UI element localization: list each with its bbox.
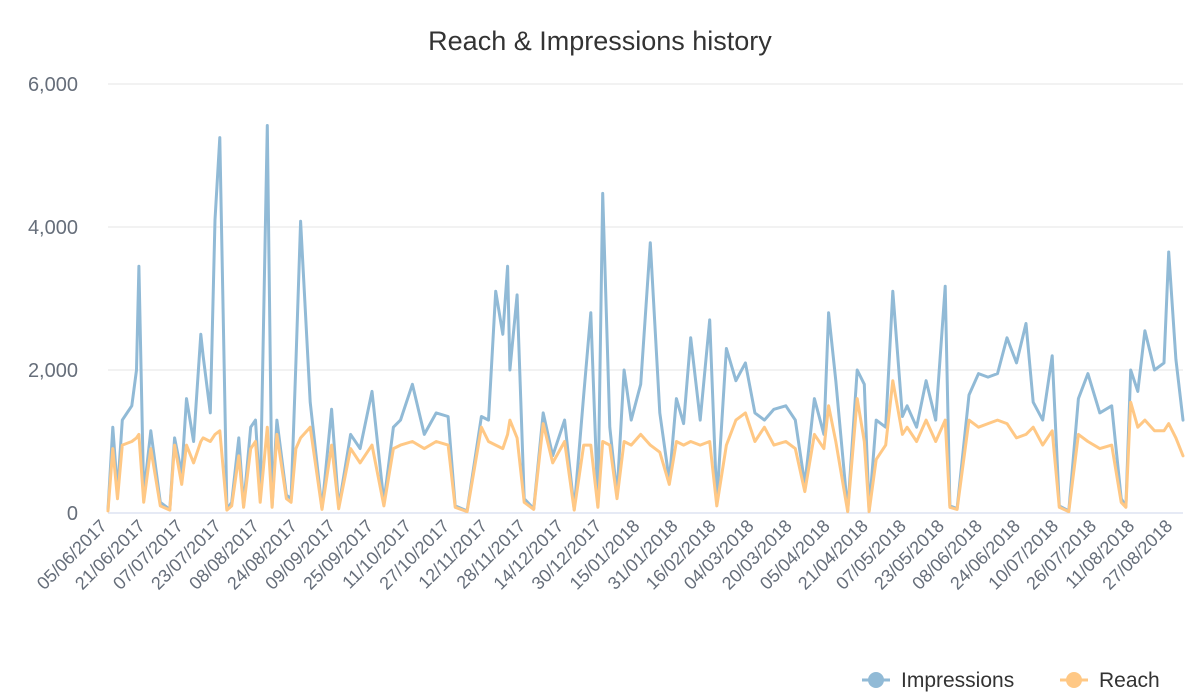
x-axis-ticks: 05/06/201721/06/201707/07/201723/07/2017… xyxy=(33,516,1176,594)
gridlines xyxy=(108,83,1183,514)
y-tick-label: 2,000 xyxy=(28,360,78,382)
series-lines xyxy=(106,124,1185,514)
chart-title: Reach & Impressions history xyxy=(428,26,772,56)
legend-item-reach[interactable]: Reach xyxy=(1060,669,1160,692)
legend-label: Impressions xyxy=(901,669,1014,692)
legend[interactable]: Impressions Reach xyxy=(862,669,1160,692)
legend-marker xyxy=(1066,672,1082,688)
y-axis-ticks: 0 2,000 4,000 6,000 xyxy=(28,74,78,525)
y-tick-label: 6,000 xyxy=(28,74,78,96)
legend-marker xyxy=(868,672,884,688)
reach-series-line xyxy=(106,379,1185,514)
y-tick-label: 4,000 xyxy=(28,217,78,239)
y-tick-label: 0 xyxy=(67,503,78,525)
legend-item-impressions[interactable]: Impressions xyxy=(862,669,1014,692)
legend-label: Reach xyxy=(1099,669,1160,692)
